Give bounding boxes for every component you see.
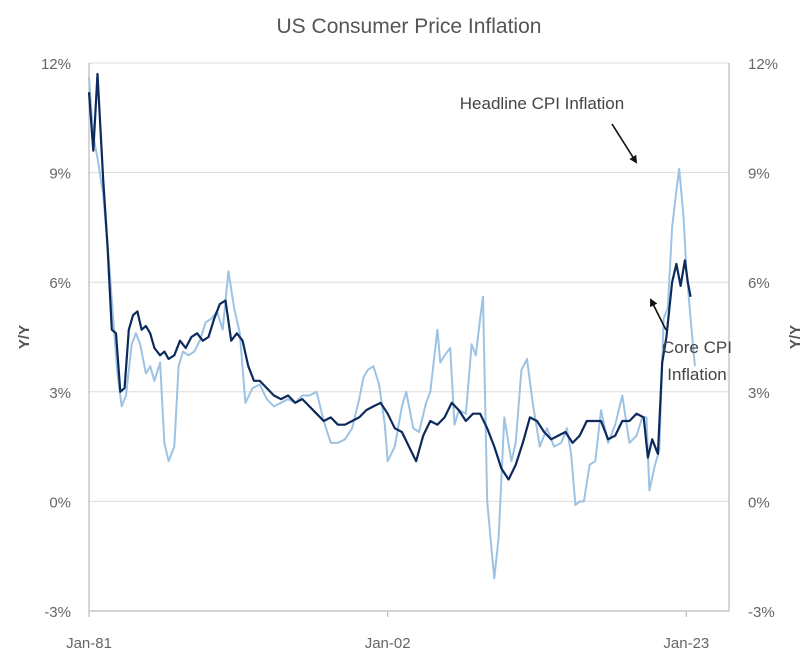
x-tick-labels: Jan-81 Jan-02 Jan-23 — [66, 635, 709, 652]
left-tick-labels: -3% 0% 3% 6% 9% 12% — [41, 56, 71, 621]
right-tick-label: 12% — [748, 56, 778, 73]
right-tick-label: -3% — [748, 604, 775, 621]
axes — [88, 63, 730, 617]
core-annotation-arrow — [650, 298, 667, 331]
headline-annotation: Headline CPI Inflation — [460, 94, 638, 164]
core-annotation-label-line2: Inflation — [667, 365, 727, 384]
x-tick-label: Jan-81 — [66, 635, 112, 652]
left-tick-label: 12% — [41, 56, 71, 73]
left-tick-label: 3% — [49, 385, 71, 402]
core-cpi-line — [87, 72, 692, 481]
left-tick-label: 6% — [49, 275, 71, 292]
left-y-axis-label: Y/Y — [16, 325, 33, 349]
core-annotation-label-line1: Core CPI — [662, 338, 732, 357]
left-tick-label: -3% — [44, 604, 71, 621]
right-tick-labels: -3% 0% 3% 6% 9% 12% — [748, 56, 778, 621]
right-tick-label: 0% — [748, 494, 770, 511]
left-tick-label: 0% — [49, 494, 71, 511]
headline-annotation-label: Headline CPI Inflation — [460, 94, 624, 113]
right-y-axis-label: Y/Y — [787, 325, 804, 349]
left-tick-label: 9% — [49, 166, 71, 183]
headline-annotation-arrow — [611, 123, 638, 164]
right-tick-label: 3% — [748, 385, 770, 402]
series-lines — [87, 72, 696, 580]
right-tick-label: 6% — [748, 275, 770, 292]
gridlines — [89, 62, 729, 502]
x-tick-label: Jan-02 — [365, 635, 411, 652]
right-tick-label: 9% — [748, 166, 770, 183]
core-annotation: Core CPI Inflation — [650, 298, 732, 384]
headline-cpi-line — [88, 77, 696, 580]
chart-title: US Consumer Price Inflation — [277, 15, 542, 38]
x-tick-label: Jan-23 — [663, 635, 709, 652]
